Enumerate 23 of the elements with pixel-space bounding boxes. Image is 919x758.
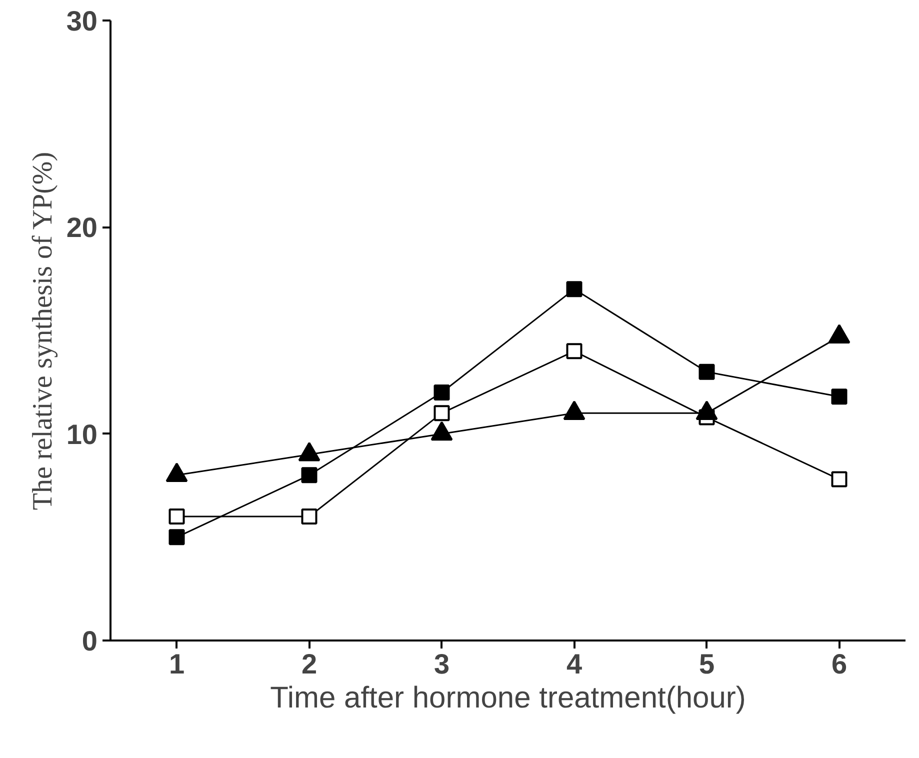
point	[301, 508, 318, 524]
x-tick-label: 4	[566, 648, 582, 680]
y-tick-label: 0	[82, 626, 98, 656]
point	[698, 364, 715, 380]
point	[831, 471, 848, 488]
x-tick-label: 5	[698, 648, 715, 680]
y-tick-label: 30	[66, 6, 98, 36]
point	[301, 467, 318, 484]
x-tick-label: 6	[831, 648, 848, 680]
x-tick-label: 3	[434, 648, 450, 680]
y-axis-title: The relative synthesis of YP(%)	[27, 152, 58, 510]
x-tick-label: 1	[168, 648, 185, 680]
point	[434, 405, 450, 422]
y-tick-label: 20	[66, 212, 98, 244]
point	[168, 529, 185, 546]
x-tick-label: 2	[301, 648, 318, 680]
point	[566, 281, 582, 298]
point	[434, 384, 450, 400]
point	[831, 388, 848, 405]
y-tick-label: 10	[66, 418, 98, 450]
point	[168, 508, 185, 524]
point	[566, 343, 582, 360]
x-axis-title: Time after hormone treatment(hour)	[270, 682, 746, 714]
